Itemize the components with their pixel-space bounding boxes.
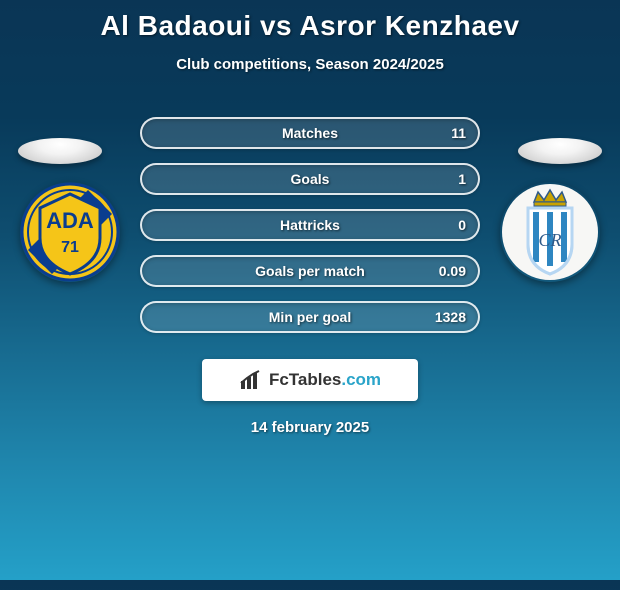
stat-row-min-per-goal: Min per goal 1328 (140, 301, 480, 333)
player-head-right (518, 138, 602, 164)
stat-label: Matches (282, 125, 338, 141)
brand-domain: .com (341, 370, 381, 389)
brand-name: FcTables (269, 370, 341, 389)
stat-row-goals: Goals 1 (140, 163, 480, 195)
stat-value: 0 (458, 217, 466, 233)
page-title: Al Badaoui vs Asror Kenzhaev (0, 10, 620, 42)
svg-text:71: 71 (61, 239, 79, 256)
club-crest-left: ADA 71 (20, 182, 120, 282)
svg-text:CR: CR (538, 230, 561, 250)
brand-text: FcTables.com (269, 370, 381, 390)
player-head-left (18, 138, 102, 164)
stat-label: Goals per match (255, 263, 365, 279)
stat-label: Hattricks (280, 217, 340, 233)
stat-value: 11 (451, 125, 466, 141)
club-crest-right: CR (500, 182, 600, 282)
bar-chart-icon (239, 369, 265, 391)
stat-row-matches: Matches 11 (140, 117, 480, 149)
stat-value: 1328 (435, 309, 466, 325)
subtitle: Club competitions, Season 2024/2025 (0, 56, 620, 73)
brand-badge[interactable]: FcTables.com (202, 359, 418, 401)
stat-label: Min per goal (269, 309, 351, 325)
svg-text:ADA: ADA (46, 208, 94, 233)
date-text: 14 february 2025 (0, 419, 620, 436)
stat-label: Goals (291, 171, 330, 187)
crest-left-svg: ADA 71 (20, 182, 120, 282)
stat-row-goals-per-match: Goals per match 0.09 (140, 255, 480, 287)
stat-value: 1 (458, 171, 466, 187)
stat-row-hattricks: Hattricks 0 (140, 209, 480, 241)
crest-right-svg: CR (500, 182, 600, 282)
stat-value: 0.09 (439, 263, 466, 279)
